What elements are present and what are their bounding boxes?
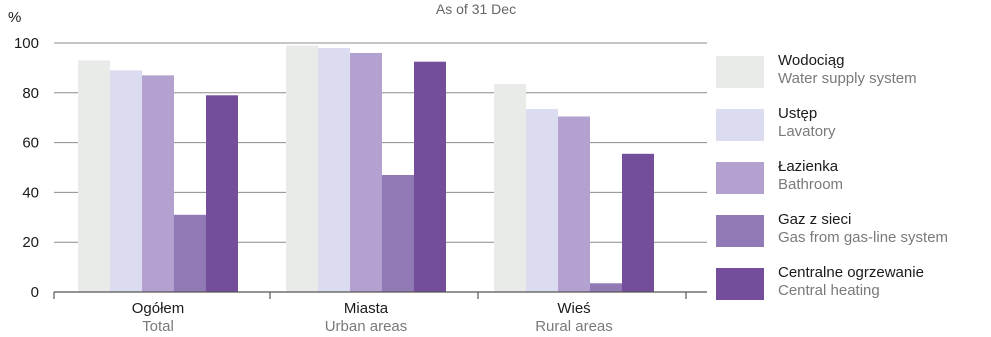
x-axis <box>53 291 707 299</box>
legend-text: Wodociąg Water supply system <box>778 52 917 88</box>
legend-text: Łazienka Bathroom <box>778 158 843 194</box>
y-tick-label: 40 <box>22 184 39 201</box>
legend-sublabel: Lavatory <box>778 123 836 140</box>
legend-swatch <box>716 215 764 247</box>
legend-label: Wodociąg <box>778 52 845 69</box>
chart-subtitle: As of 31 Dec <box>436 1 516 17</box>
legend-item: Ustęp Lavatory <box>716 105 988 151</box>
legend-sublabel: Central heating <box>778 282 880 299</box>
legend-swatch <box>716 162 764 194</box>
bar <box>318 47 350 293</box>
legend-label: Łazienka <box>778 158 839 175</box>
y-tick-label: 100 <box>14 35 39 52</box>
bar <box>110 70 142 292</box>
bar <box>142 75 174 293</box>
category-sublabel: Urban areas <box>325 318 408 335</box>
bar <box>382 174 414 292</box>
legend-sublabel: Water supply system <box>778 70 917 87</box>
y-tick-label: 20 <box>22 234 39 251</box>
bar <box>350 52 382 293</box>
legend-text: Centralne ogrzewanie Central heating <box>778 264 924 300</box>
bar <box>494 84 526 293</box>
y-axis-unit: % <box>8 9 21 26</box>
bar <box>286 45 318 292</box>
bar <box>174 214 206 292</box>
legend-item: Łazienka Bathroom <box>716 158 988 204</box>
category-label: Ogółem <box>132 300 185 317</box>
legend-label: Centralne ogrzewanie <box>778 264 924 281</box>
legend-text: Ustęp Lavatory <box>778 105 836 141</box>
legend-item: Wodociąg Water supply system <box>716 52 988 98</box>
legend-swatch <box>716 56 764 88</box>
legend-sublabel: Bathroom <box>778 176 844 193</box>
bar <box>558 116 590 292</box>
category-sublabel: Rural areas <box>535 318 613 335</box>
bars <box>78 45 654 293</box>
legend-text: Gaz z sieci Gas from gas-line system <box>778 211 948 247</box>
legend-item: Gaz z sieci Gas from gas-line system <box>716 211 988 257</box>
y-tick-label: 80 <box>22 85 39 102</box>
y-tick-labels: 0 20 40 60 80 100 <box>14 35 39 301</box>
category-label: Wieś <box>557 300 590 317</box>
category-sublabel: Total <box>142 318 174 335</box>
category-label: Miasta <box>344 300 389 317</box>
legend-label: Gaz z sieci <box>778 211 852 228</box>
y-tick-label: 60 <box>22 135 39 152</box>
legend-label: Ustęp <box>778 105 818 122</box>
bar <box>206 95 238 292</box>
y-tick-label: 0 <box>31 284 39 301</box>
bar <box>414 61 446 292</box>
bar <box>526 108 558 292</box>
legend-sublabel: Gas from gas-line system <box>778 229 949 246</box>
bar <box>78 60 110 293</box>
bar <box>590 283 622 292</box>
legend-swatch <box>716 109 764 141</box>
legend-item: Centralne ogrzewanie Central heating <box>716 264 988 310</box>
legend-swatch <box>716 268 764 300</box>
bar <box>622 153 654 292</box>
